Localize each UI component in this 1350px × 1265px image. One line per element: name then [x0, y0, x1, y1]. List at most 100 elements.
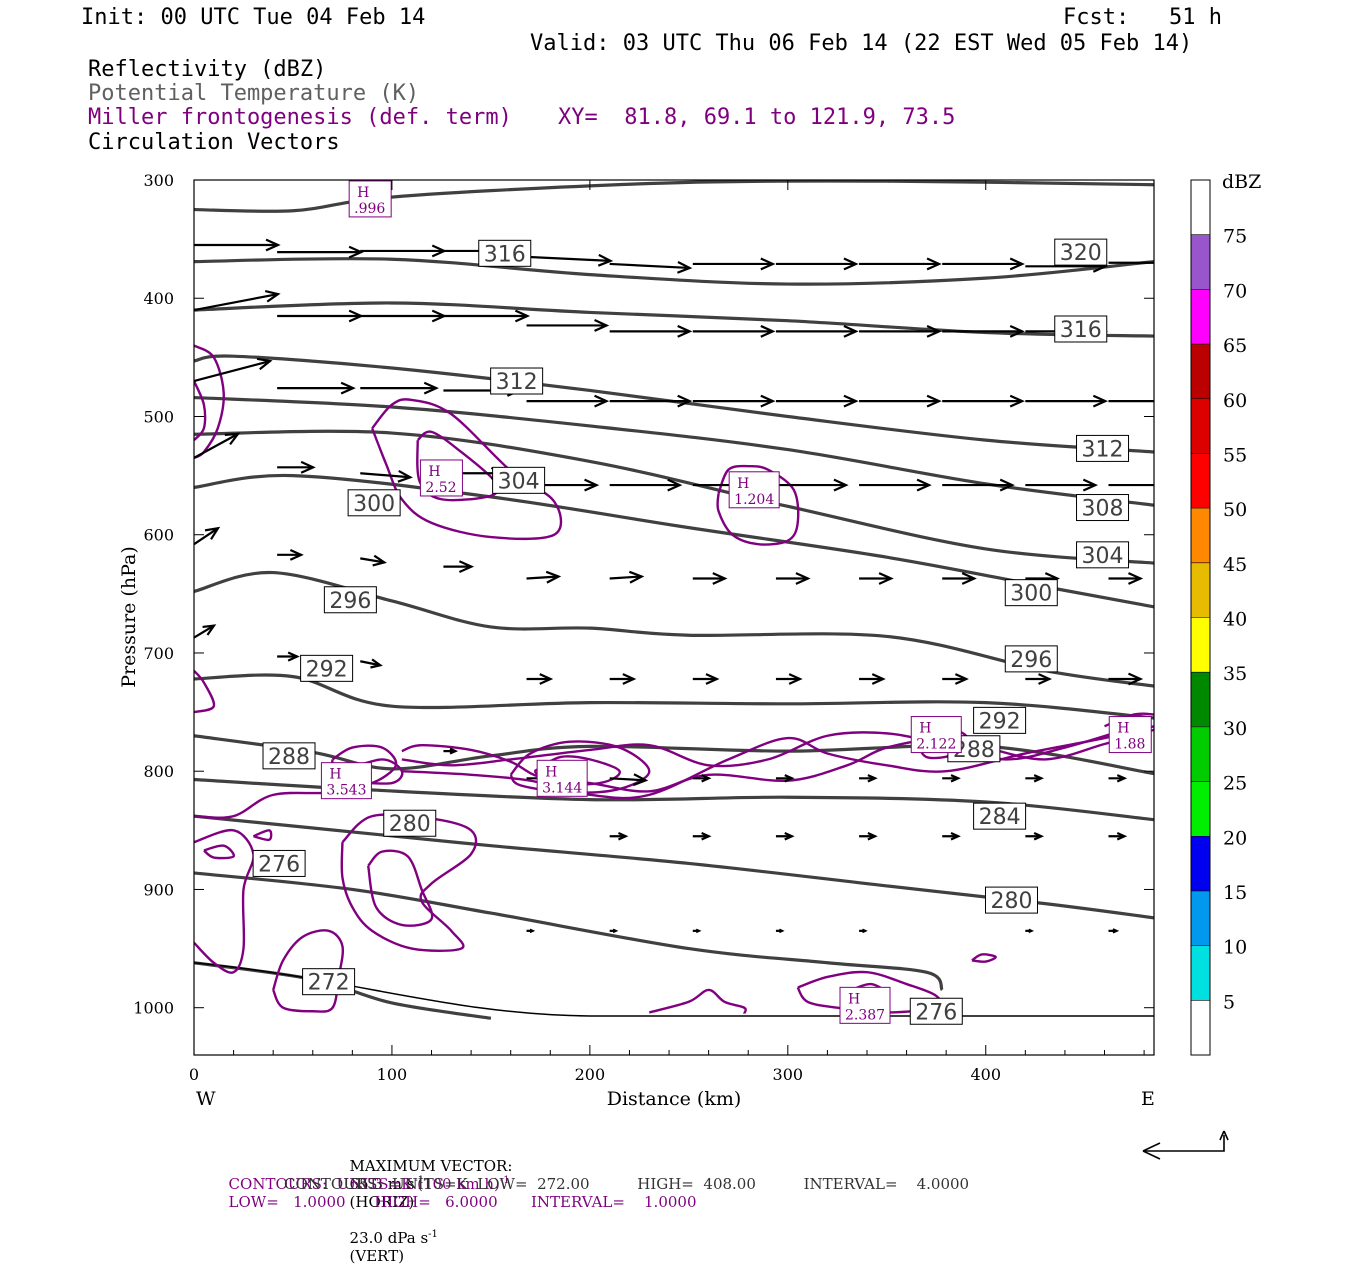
fronto-contour-0	[371, 398, 563, 541]
vector-arrow	[1025, 832, 1045, 841]
vector-arrow	[277, 548, 304, 561]
axes: 0 100 200 300 400 300 400 500 600 700 800 900 1000	[133, 171, 1154, 1084]
vector-arrow	[1025, 673, 1053, 685]
vector-arrow	[942, 394, 1025, 408]
theta-label: 312	[490, 367, 544, 395]
fronto-contour-8	[401, 728, 1154, 793]
footer-contours-theta: CONTOURS: UNITS=K LOW= 272.00 HIGH= 408.…	[284, 1175, 970, 1193]
vector-arrow	[194, 624, 217, 639]
colorbar-level-label: 15	[1223, 882, 1247, 904]
vector-arrow	[526, 253, 614, 267]
valid-time: Valid: 03 UTC Thu 06 Feb 14 (22 EST Wed …	[530, 31, 1193, 56]
vector-arrow	[277, 381, 356, 395]
vector-arrow	[609, 773, 649, 787]
fronto-high-marker: H2.387	[839, 986, 891, 1024]
y-tick-label: 1000	[133, 999, 174, 1018]
vector-arrow	[360, 381, 439, 395]
colorbar-level-label: 25	[1223, 773, 1247, 795]
fronto-contour-21	[648, 988, 747, 1014]
vector-arrow	[692, 832, 712, 841]
svg-text:304: 304	[1082, 544, 1124, 569]
terrain-line	[194, 962, 1154, 1017]
colorbar-swatch	[1191, 180, 1210, 235]
vector-arrow	[1108, 928, 1120, 934]
fronto-contour-3	[194, 344, 225, 459]
fronto-high-marker: H1.204	[728, 471, 780, 509]
vector-arrow	[859, 832, 878, 841]
svg-text:276: 276	[915, 1000, 957, 1025]
vector-arrow	[942, 774, 961, 783]
x-tick-label: 400	[970, 1065, 1001, 1084]
fronto-contour-5	[194, 669, 216, 714]
vector-arrow	[942, 673, 969, 685]
theta-label: 288	[262, 742, 316, 770]
vector-arrow	[942, 324, 1025, 338]
vert-tag: (VERT)	[349, 1247, 405, 1265]
theta-label: 300	[347, 489, 401, 517]
svg-text:2.52: 2.52	[425, 480, 456, 496]
svg-text:316: 316	[484, 242, 526, 267]
vector-arrow	[609, 324, 693, 338]
colorbar-swatch	[1191, 726, 1210, 782]
vector-arrow	[443, 560, 475, 574]
y-tick-label: 500	[143, 407, 174, 426]
y-tick-label: 900	[143, 880, 174, 899]
field-frontogenesis: Miller frontogenesis (def. term)	[88, 105, 512, 130]
theta-label: 280	[383, 809, 437, 837]
svg-text:320: 320	[1060, 241, 1102, 266]
vector-arrow	[609, 570, 645, 584]
vector-arrow	[609, 394, 693, 408]
field-theta: Potential Temperature (K)	[88, 81, 420, 106]
svg-text:H: H	[1117, 721, 1129, 737]
theta-contour-308	[194, 395, 1154, 507]
theta-contour-304	[194, 429, 1154, 565]
vector-arrow	[1025, 774, 1045, 783]
colorbar-level-label: 60	[1223, 390, 1247, 412]
svg-text:H: H	[329, 767, 341, 783]
cross-section-xy: XY= 81.8, 69.1 to 121.9, 73.5	[558, 105, 956, 130]
colorbar-level-label: 35	[1223, 663, 1247, 685]
fronto-contour-10	[401, 728, 1125, 768]
theta-contour-labels: 316 320 316 312 312 304 300 308 304 300 296 296 292 2…	[252, 238, 1130, 1025]
theta-label: 304	[1076, 541, 1130, 569]
colorbar-swatch	[1191, 617, 1210, 673]
colorbar-swatch	[1191, 508, 1210, 563]
svg-text:292: 292	[979, 709, 1021, 734]
x-axis-label: Distance (km)	[607, 1088, 742, 1110]
theta-contour-320	[194, 256, 1154, 286]
max-horiz-value: 65.3 m s	[349, 1175, 415, 1193]
vector-arrow	[859, 673, 886, 685]
svg-text:3.144: 3.144	[542, 780, 582, 796]
theta-label: 316	[478, 239, 532, 267]
vector-arrow	[1025, 478, 1099, 492]
y-axis-label: Pressure (hPa)	[118, 546, 140, 688]
colorbar-level-label: 20	[1223, 827, 1247, 849]
vector-arrow	[609, 478, 683, 492]
vector-arrow	[775, 257, 859, 271]
field-vectors: Circulation Vectors	[88, 130, 340, 155]
colorbar-level-label: 5	[1223, 991, 1235, 1013]
fronto-exponent: -1	[499, 1175, 510, 1186]
svg-text:276: 276	[258, 852, 300, 877]
fronto-high-marker: H.996	[348, 180, 392, 218]
colorbar-swatch	[1191, 234, 1210, 290]
theta-label: 272	[302, 968, 356, 996]
colorbar-level-label: 75	[1223, 226, 1247, 248]
colorbar-level-label: 70	[1223, 280, 1247, 302]
vector-arrow	[1108, 832, 1128, 841]
max-vector-label: MAXIMUM VECTOR:	[349, 1157, 513, 1175]
theta-label: 296	[1004, 645, 1058, 673]
y-tick-label: 800	[143, 762, 174, 781]
svg-text:296: 296	[1010, 648, 1052, 673]
theta-label: 300	[1004, 579, 1058, 607]
vector-arrow	[775, 572, 811, 585]
reflectivity-colorbar: 5 10 15 20 25 30 35 40 45 50 55 60 65 70 75	[1190, 179, 1247, 1056]
vector-arrow	[692, 394, 776, 408]
colorbar-level-label: 50	[1223, 499, 1247, 521]
svg-text:H: H	[357, 185, 369, 201]
fronto-contour-24	[971, 953, 997, 963]
svg-text:272: 272	[308, 971, 350, 996]
circulation-vectors	[194, 238, 1154, 934]
fronto-contour-17	[252, 829, 273, 842]
